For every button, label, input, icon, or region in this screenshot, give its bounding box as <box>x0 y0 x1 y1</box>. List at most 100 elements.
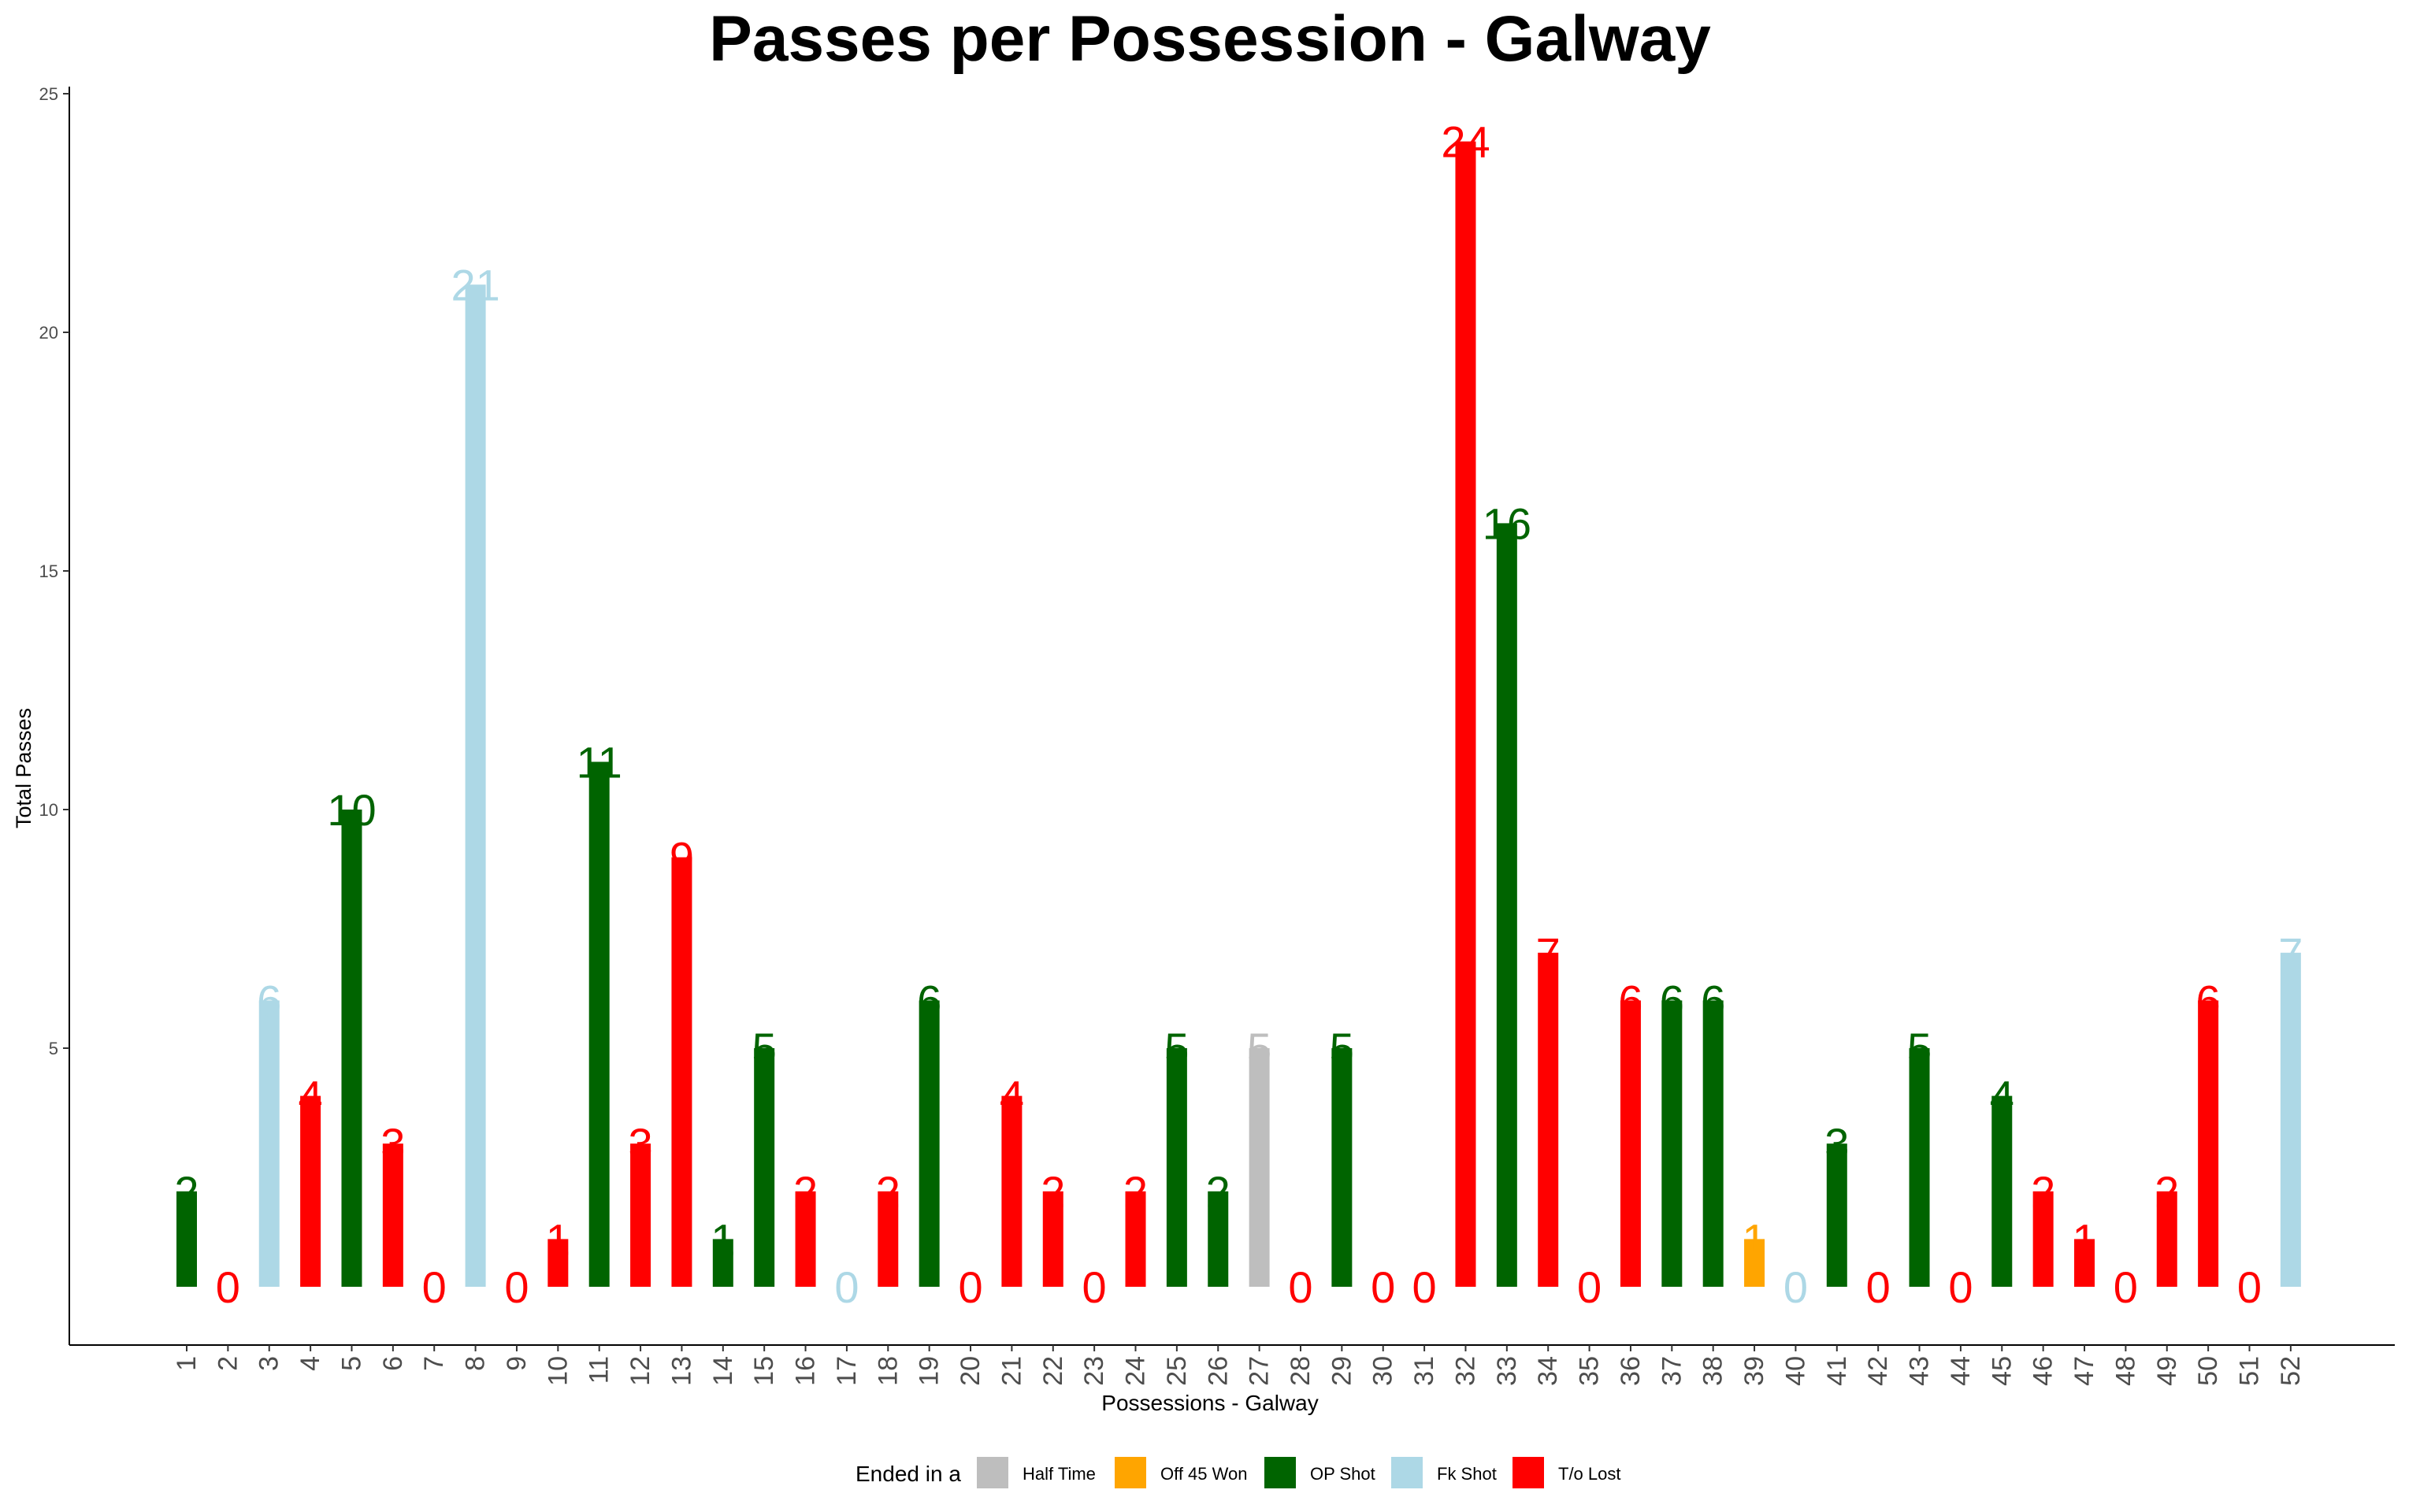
bar <box>2198 1000 2219 1287</box>
bar <box>2280 952 2301 1287</box>
data-label: 0 <box>1783 1262 1808 1312</box>
legend-label: OP Shot <box>1310 1464 1375 1484</box>
x-tick-label: 18 <box>873 1356 903 1386</box>
data-label: 1 <box>711 1214 735 1264</box>
bar <box>1826 1143 1847 1287</box>
x-tick-label: 13 <box>666 1356 696 1386</box>
legend-label: Half Time <box>1023 1464 1096 1484</box>
x-tick-label: 29 <box>1327 1356 1357 1386</box>
bar <box>630 1143 651 1287</box>
bar <box>795 1191 816 1287</box>
data-label: 7 <box>1536 928 1561 978</box>
x-tick-label: 25 <box>1162 1356 1192 1386</box>
data-label: 2 <box>1041 1167 1065 1217</box>
data-label: 0 <box>2114 1262 2138 1312</box>
x-tick-label: 11 <box>585 1356 614 1384</box>
x-axis-label: Possessions - Galway <box>1101 1391 1319 1415</box>
data-label: 0 <box>1866 1262 1891 1312</box>
data-label: 0 <box>834 1262 859 1312</box>
bar <box>1991 1095 2013 1287</box>
bar <box>588 762 610 1287</box>
x-tick-label: 35 <box>1575 1356 1605 1386</box>
data-label: 3 <box>380 1119 405 1169</box>
data-label: 6 <box>2196 976 2221 1025</box>
data-label: 5 <box>1164 1024 1189 1073</box>
bar <box>1249 1048 1270 1287</box>
data-label: 0 <box>1371 1262 1395 1312</box>
legend-label: T/o Lost <box>1558 1464 1621 1484</box>
bar <box>712 1239 733 1287</box>
bar <box>300 1095 321 1287</box>
bar <box>1166 1048 1187 1287</box>
x-tick-label: 8 <box>461 1356 491 1371</box>
x-tick-label: 38 <box>1698 1356 1728 1386</box>
x-tick-label: 31 <box>1409 1356 1439 1386</box>
x-tick-label: 24 <box>1121 1356 1151 1386</box>
legend-title: Ended in a <box>856 1462 961 1486</box>
data-label: 0 <box>504 1262 529 1312</box>
data-label: 5 <box>752 1024 777 1073</box>
bar <box>1331 1048 1353 1287</box>
data-label: 2 <box>2031 1167 2055 1217</box>
data-label: 2 <box>1206 1167 1230 1217</box>
bar <box>878 1191 899 1287</box>
data-label: 5 <box>1247 1024 1271 1073</box>
bar <box>1001 1095 1023 1287</box>
data-label: 5 <box>1907 1024 1932 1073</box>
x-tick-label: 23 <box>1079 1356 1109 1386</box>
x-tick-label: 46 <box>2028 1356 2058 1386</box>
x-tick-label: 52 <box>2276 1356 2306 1386</box>
data-label: 6 <box>1618 976 1642 1025</box>
data-label: 0 <box>1948 1262 1973 1312</box>
bar <box>1208 1191 1229 1287</box>
x-tick-label: 4 <box>295 1356 325 1371</box>
x-tick-label: 3 <box>254 1356 284 1371</box>
bar <box>176 1191 197 1287</box>
x-tick-label: 34 <box>1533 1356 1563 1386</box>
bar <box>671 857 692 1287</box>
x-tick-label: 47 <box>2069 1356 2099 1386</box>
bar <box>1744 1239 1765 1287</box>
bar <box>341 810 362 1287</box>
data-label: 1 <box>1742 1214 1766 1264</box>
bar <box>754 1048 775 1287</box>
y-tick-label: 5 <box>49 1039 58 1058</box>
data-label: 0 <box>958 1262 982 1312</box>
x-tick-label: 44 <box>1946 1356 1976 1386</box>
x-tick-label: 12 <box>625 1356 655 1386</box>
legend-label: Off 45 Won <box>1160 1464 1248 1484</box>
x-tick-label: 2 <box>213 1356 243 1371</box>
data-label: 0 <box>1577 1262 1602 1312</box>
data-label: 6 <box>1701 976 1725 1025</box>
data-label: 4 <box>299 1072 323 1121</box>
bar <box>1620 1000 1641 1287</box>
bar <box>258 1000 280 1287</box>
bar <box>382 1143 403 1287</box>
x-tick-label: 10 <box>543 1356 573 1386</box>
data-label: 16 <box>1483 498 1531 548</box>
x-tick-label: 9 <box>502 1356 532 1371</box>
data-label: 6 <box>917 976 941 1025</box>
bar <box>919 1000 940 1287</box>
data-label: 6 <box>257 976 281 1025</box>
bar <box>1661 1000 1683 1287</box>
chart-title: Passes per Possession - Galway <box>709 3 1711 75</box>
x-tick-label: 7 <box>419 1356 449 1371</box>
legend-label: Fk Shot <box>1437 1464 1497 1484</box>
x-tick-label: 19 <box>915 1356 945 1386</box>
data-label: 9 <box>670 833 694 883</box>
data-label: 2 <box>876 1167 900 1217</box>
x-tick-label: 22 <box>1038 1356 1068 1386</box>
x-tick-label: 42 <box>1863 1356 1893 1386</box>
data-label: 2 <box>793 1167 818 1217</box>
data-label: 0 <box>1288 1262 1312 1312</box>
bar <box>1702 1000 1724 1287</box>
bar <box>2074 1239 2095 1287</box>
data-label: 3 <box>1824 1119 1849 1169</box>
data-label: 0 <box>2237 1262 2262 1312</box>
bar <box>1909 1048 1930 1287</box>
data-label: 5 <box>1330 1024 1354 1073</box>
bar <box>1125 1191 1146 1287</box>
x-tick-label: 48 <box>2110 1356 2140 1386</box>
y-tick-label: 20 <box>39 323 58 343</box>
